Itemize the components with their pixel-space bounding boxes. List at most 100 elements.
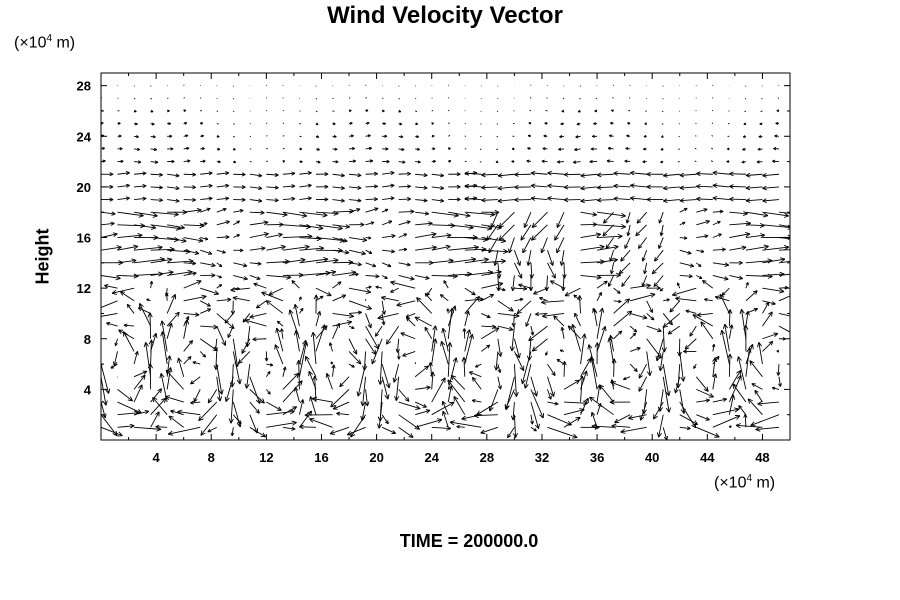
wind-vector xyxy=(101,300,118,308)
wind-vector xyxy=(531,224,548,241)
wind-vector-head xyxy=(308,370,313,375)
wind-vector xyxy=(362,376,367,407)
wind-vector xyxy=(694,147,697,150)
wind-vector-head xyxy=(643,409,647,415)
wind-vector xyxy=(638,376,648,392)
wind-vector-head xyxy=(706,220,710,225)
wind-vector xyxy=(365,97,368,99)
wind-vector-head xyxy=(117,246,122,251)
wind-vector-head xyxy=(427,221,433,224)
wind-vector xyxy=(381,414,389,425)
wind-vector-head xyxy=(697,314,702,318)
wind-vector xyxy=(453,396,466,415)
wind-vector xyxy=(414,365,429,378)
wind-vector-head xyxy=(208,197,213,201)
wind-vector-head xyxy=(456,197,461,200)
wind-vector xyxy=(729,185,746,188)
wind-vector-head xyxy=(452,275,458,279)
wind-vector-head xyxy=(126,304,129,308)
wind-vector xyxy=(635,224,648,237)
wind-vector-head xyxy=(371,351,377,355)
wind-vector-head xyxy=(201,294,207,297)
wind-vector xyxy=(233,220,240,226)
wind-vector xyxy=(744,98,747,100)
wind-vector xyxy=(386,325,400,345)
wind-vector-head xyxy=(324,173,329,177)
wind-vector xyxy=(580,233,601,238)
wind-vector-head xyxy=(663,200,668,204)
wind-vector-head xyxy=(696,185,701,189)
wind-vector xyxy=(216,363,223,395)
wind-vector-head xyxy=(111,292,118,295)
wind-vector xyxy=(249,233,269,238)
wind-vector-head xyxy=(721,248,726,252)
wind-vector-head xyxy=(724,276,729,280)
wind-vector-head xyxy=(357,392,362,397)
wind-vector xyxy=(233,234,240,238)
wind-vector xyxy=(641,275,648,287)
wind-vector-head xyxy=(772,159,776,162)
wind-vector-head xyxy=(621,282,623,287)
wind-vector-head xyxy=(258,198,263,202)
wind-vector xyxy=(305,355,317,377)
wind-vector-head xyxy=(241,350,246,354)
wind-vector xyxy=(480,426,499,434)
wind-vector xyxy=(348,287,371,293)
wind-vector xyxy=(547,185,565,188)
wind-vector-head xyxy=(373,197,378,200)
wind-vector xyxy=(200,287,219,295)
wind-vector xyxy=(315,271,336,276)
wind-vector xyxy=(513,250,521,266)
wind-vector-head xyxy=(660,147,663,151)
wind-vector-head xyxy=(133,410,139,414)
wind-vector xyxy=(464,334,473,365)
wind-vector-head xyxy=(353,160,357,163)
wind-vector-head xyxy=(553,315,556,320)
wind-vector-head xyxy=(636,221,642,224)
wind-vector-head xyxy=(284,366,287,371)
wind-vector-head xyxy=(497,200,503,204)
wind-vector-head xyxy=(466,271,472,275)
wind-vector-head xyxy=(476,410,480,416)
wind-vector xyxy=(315,259,339,264)
wind-vector-head xyxy=(390,281,395,286)
wind-vector-head xyxy=(590,412,593,417)
wind-vector-head xyxy=(198,240,204,243)
wind-vector-head xyxy=(705,398,710,401)
wind-vector-head xyxy=(165,369,171,373)
wind-vector-head xyxy=(505,405,510,411)
wind-vector-head xyxy=(613,259,618,263)
wind-vector-head xyxy=(448,385,452,390)
wind-vector-head xyxy=(202,160,206,163)
wind-vector xyxy=(199,351,206,358)
wind-vector xyxy=(696,208,708,213)
wind-vector-head xyxy=(800,215,805,217)
wind-vector-head xyxy=(667,330,671,335)
wind-vector-head xyxy=(336,413,340,416)
wind-vector xyxy=(530,389,544,419)
wind-vector-head xyxy=(174,311,180,315)
wind-vector-head xyxy=(665,407,670,413)
wind-vector xyxy=(155,426,168,428)
wind-vector-head xyxy=(278,406,282,411)
wind-vector-head xyxy=(508,309,514,312)
wind-vector-head xyxy=(553,391,555,397)
wind-vector-head xyxy=(776,349,780,352)
wind-vector xyxy=(349,160,356,163)
wind-vector-head xyxy=(318,225,324,229)
wind-vector xyxy=(348,208,361,213)
wind-vector-head xyxy=(175,173,180,177)
wind-vector xyxy=(606,160,614,163)
wind-vector-head xyxy=(178,357,182,362)
wind-vector xyxy=(597,224,626,228)
wind-vector xyxy=(150,237,179,241)
wind-vector-head xyxy=(313,294,317,300)
wind-vector-head xyxy=(433,160,436,163)
wind-vector xyxy=(697,313,713,316)
wind-vector-head xyxy=(308,184,312,188)
wind-vector-head xyxy=(120,291,125,293)
wind-vector-head xyxy=(488,249,493,254)
wind-vector-head xyxy=(426,365,429,371)
wind-vector xyxy=(481,344,491,352)
wind-vector xyxy=(514,298,524,302)
